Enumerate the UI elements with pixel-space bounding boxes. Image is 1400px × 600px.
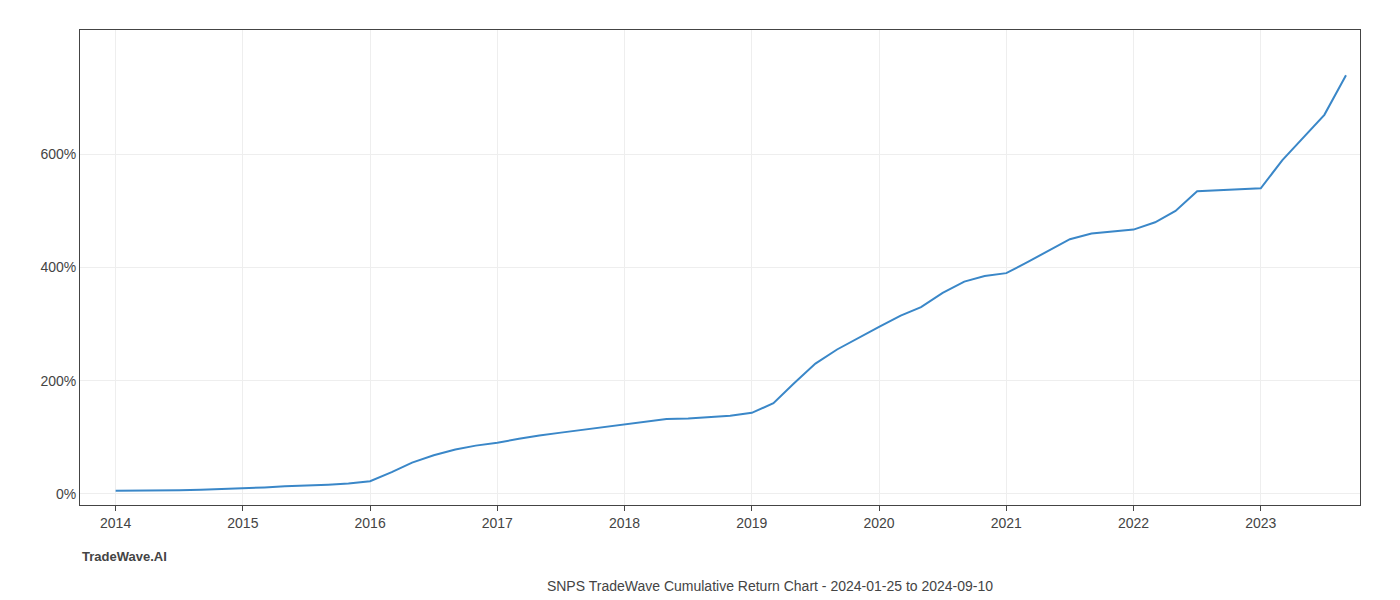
svg-text:2016: 2016: [355, 515, 386, 531]
svg-text:2022: 2022: [1118, 515, 1149, 531]
svg-text:0%: 0%: [56, 486, 76, 502]
svg-text:600%: 600%: [40, 146, 76, 162]
svg-text:2021: 2021: [991, 515, 1022, 531]
svg-text:2018: 2018: [609, 515, 640, 531]
svg-text:400%: 400%: [40, 259, 76, 275]
svg-text:2020: 2020: [863, 515, 894, 531]
svg-text:2017: 2017: [482, 515, 513, 531]
svg-text:200%: 200%: [40, 373, 76, 389]
svg-text:2019: 2019: [736, 515, 767, 531]
svg-text:TradeWave.AI: TradeWave.AI: [82, 549, 167, 564]
svg-text:2023: 2023: [1245, 515, 1276, 531]
svg-text:2015: 2015: [227, 515, 258, 531]
svg-text:2014: 2014: [100, 515, 131, 531]
svg-text:SNPS TradeWave Cumulative Retu: SNPS TradeWave Cumulative Return Chart -…: [547, 578, 993, 594]
